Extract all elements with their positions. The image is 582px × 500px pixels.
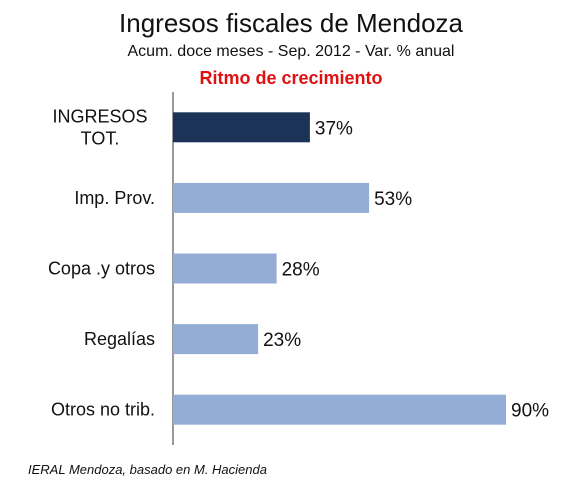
value-label-1: 53%: [374, 189, 412, 210]
chart-title: Ingresos fiscales de Mendoza: [119, 8, 463, 38]
category-label-0-line-1: TOT.: [81, 128, 120, 148]
category-label-2: Copa .y otros: [48, 259, 155, 279]
bar-4: [173, 394, 506, 425]
value-label-2: 28%: [282, 260, 320, 281]
value-label-4: 90%: [511, 401, 549, 422]
category-label-4: Otros no trib.: [51, 400, 155, 420]
bar-2: [173, 253, 277, 284]
category-label-1: Imp. Prov.: [74, 188, 155, 208]
bar-0: [173, 112, 310, 143]
category-label-3: Regalías: [84, 329, 155, 349]
chart-highlight-subtitle: Ritmo de crecimiento: [199, 68, 383, 88]
bars-group: [173, 112, 506, 425]
category-label-0-line-0: INGRESOS: [52, 106, 147, 126]
source-note: IERAL Mendoza, basado en M. Hacienda: [28, 462, 267, 477]
value-label-3: 23%: [263, 330, 301, 351]
chart-subtitle: Acum. doce meses - Sep. 2012 - Var. % an…: [127, 43, 455, 60]
bar-1: [173, 182, 370, 213]
value-labels-group: 37% 53% 28% 23% 90%: [263, 118, 549, 421]
bar-3: [173, 324, 259, 355]
value-label-0: 37%: [315, 118, 353, 139]
